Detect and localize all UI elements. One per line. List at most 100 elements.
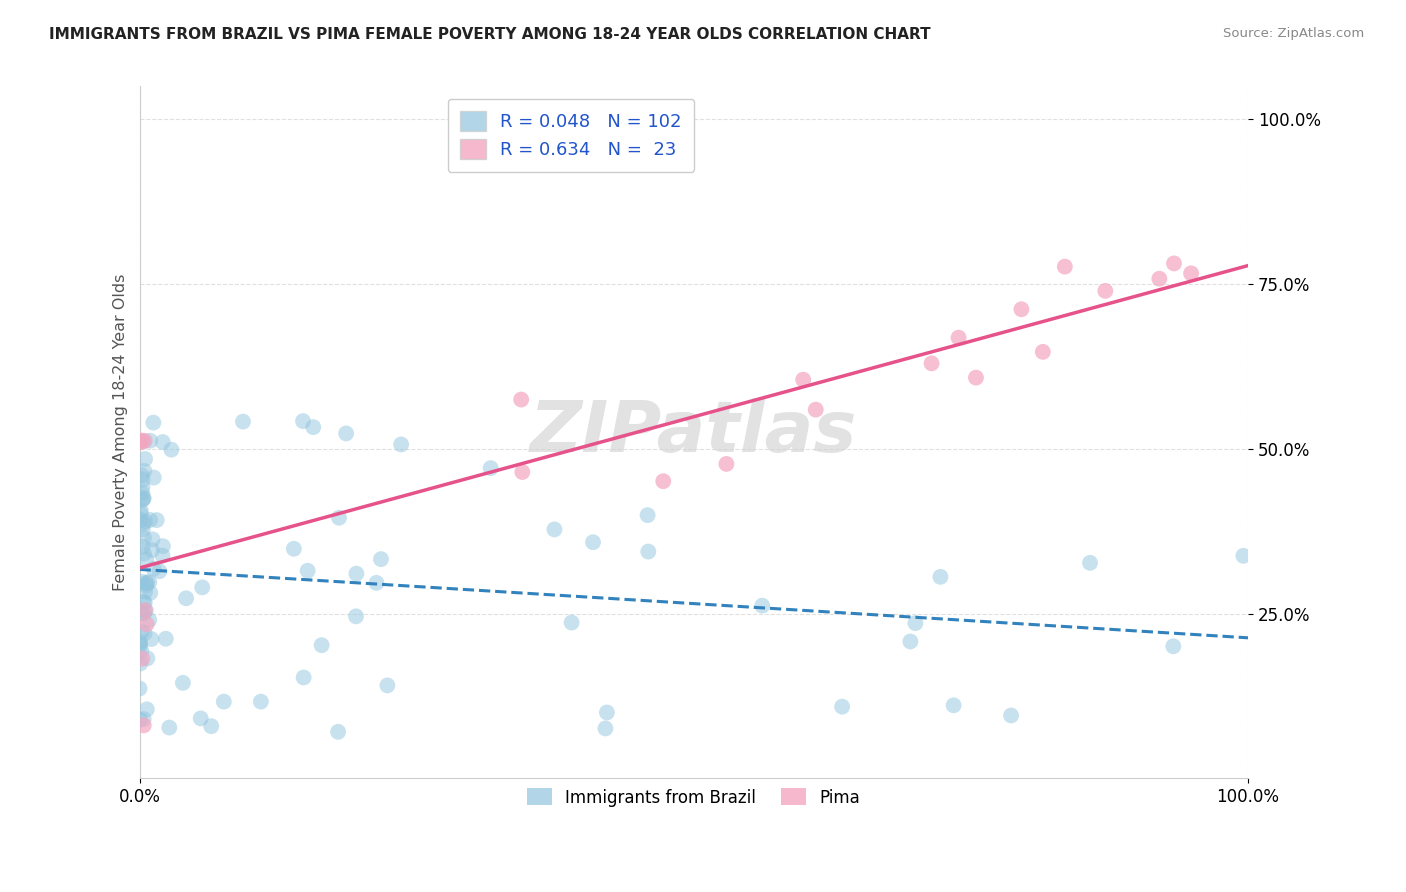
Point [128, 638, 150, 652]
Y-axis label: Female Poverty Among 18-24 Year Olds: Female Poverty Among 18-24 Year Olds [114, 274, 128, 591]
Point [148, 564, 170, 578]
Point [652, 474, 675, 488]
Point [344, 566, 367, 581]
Point [804, 402, 827, 417]
Point [131, 486, 153, 500]
Point [1161, 640, 1184, 654]
Point [250, 695, 273, 709]
Point [370, 552, 392, 566]
Point [131, 624, 153, 639]
Point [1094, 284, 1116, 298]
Point [131, 480, 153, 494]
Point [132, 531, 155, 545]
Point [1149, 271, 1171, 285]
Point [132, 491, 155, 506]
Point [292, 670, 315, 684]
Point [479, 461, 502, 475]
Point [128, 681, 150, 696]
Point [129, 513, 152, 527]
Point [921, 356, 943, 370]
Point [157, 721, 180, 735]
Point [129, 507, 152, 521]
Point [129, 643, 152, 657]
Point [134, 515, 156, 529]
Point [132, 522, 155, 536]
Point [595, 722, 617, 736]
Point [139, 513, 162, 527]
Point [510, 392, 533, 407]
Point [141, 543, 163, 558]
Point [142, 562, 165, 576]
Point [155, 632, 177, 646]
Point [965, 370, 987, 384]
Point [134, 626, 156, 640]
Point [134, 596, 156, 610]
Point [129, 638, 152, 652]
Point [232, 415, 254, 429]
Point [335, 426, 357, 441]
Legend: Immigrants from Brazil, Pima: Immigrants from Brazil, Pima [519, 780, 869, 815]
Point [1232, 549, 1254, 563]
Point [131, 651, 153, 665]
Point [138, 613, 160, 627]
Point [142, 470, 165, 484]
Point [132, 491, 155, 505]
Point [134, 464, 156, 478]
Point [132, 712, 155, 726]
Point [138, 574, 160, 589]
Point [135, 603, 157, 617]
Point [139, 434, 162, 448]
Point [131, 574, 153, 589]
Point [904, 616, 927, 631]
Point [131, 540, 153, 554]
Point [751, 599, 773, 613]
Point [141, 632, 163, 646]
Point [637, 508, 659, 523]
Point [128, 435, 150, 450]
Point [152, 539, 174, 553]
Point [831, 699, 853, 714]
Point [561, 615, 583, 630]
Point [134, 584, 156, 599]
Point [139, 586, 162, 600]
Point [1163, 256, 1185, 270]
Point [135, 552, 157, 566]
Point [1078, 556, 1101, 570]
Point [311, 638, 333, 652]
Point [131, 606, 153, 620]
Point [129, 635, 152, 649]
Point [134, 452, 156, 467]
Point [302, 420, 325, 434]
Point [283, 541, 305, 556]
Point [132, 606, 155, 620]
Point [389, 437, 412, 451]
Point [131, 468, 153, 483]
Point [929, 570, 952, 584]
Point [132, 547, 155, 561]
Point [152, 435, 174, 450]
Point [366, 575, 388, 590]
Point [131, 473, 153, 487]
Point [129, 657, 152, 671]
Point [326, 724, 349, 739]
Point [582, 535, 605, 549]
Point [716, 457, 738, 471]
Point [637, 544, 659, 558]
Point [948, 331, 970, 345]
Point [172, 676, 194, 690]
Point [129, 713, 152, 727]
Point [135, 576, 157, 591]
Point [292, 414, 315, 428]
Point [134, 434, 156, 448]
Point [141, 533, 163, 547]
Text: ZIPatlas: ZIPatlas [530, 398, 858, 467]
Point [132, 595, 155, 609]
Point [377, 678, 399, 692]
Point [190, 711, 212, 725]
Point [898, 634, 921, 648]
Point [136, 575, 159, 590]
Point [131, 493, 153, 508]
Point [297, 564, 319, 578]
Point [135, 617, 157, 632]
Point [132, 516, 155, 531]
